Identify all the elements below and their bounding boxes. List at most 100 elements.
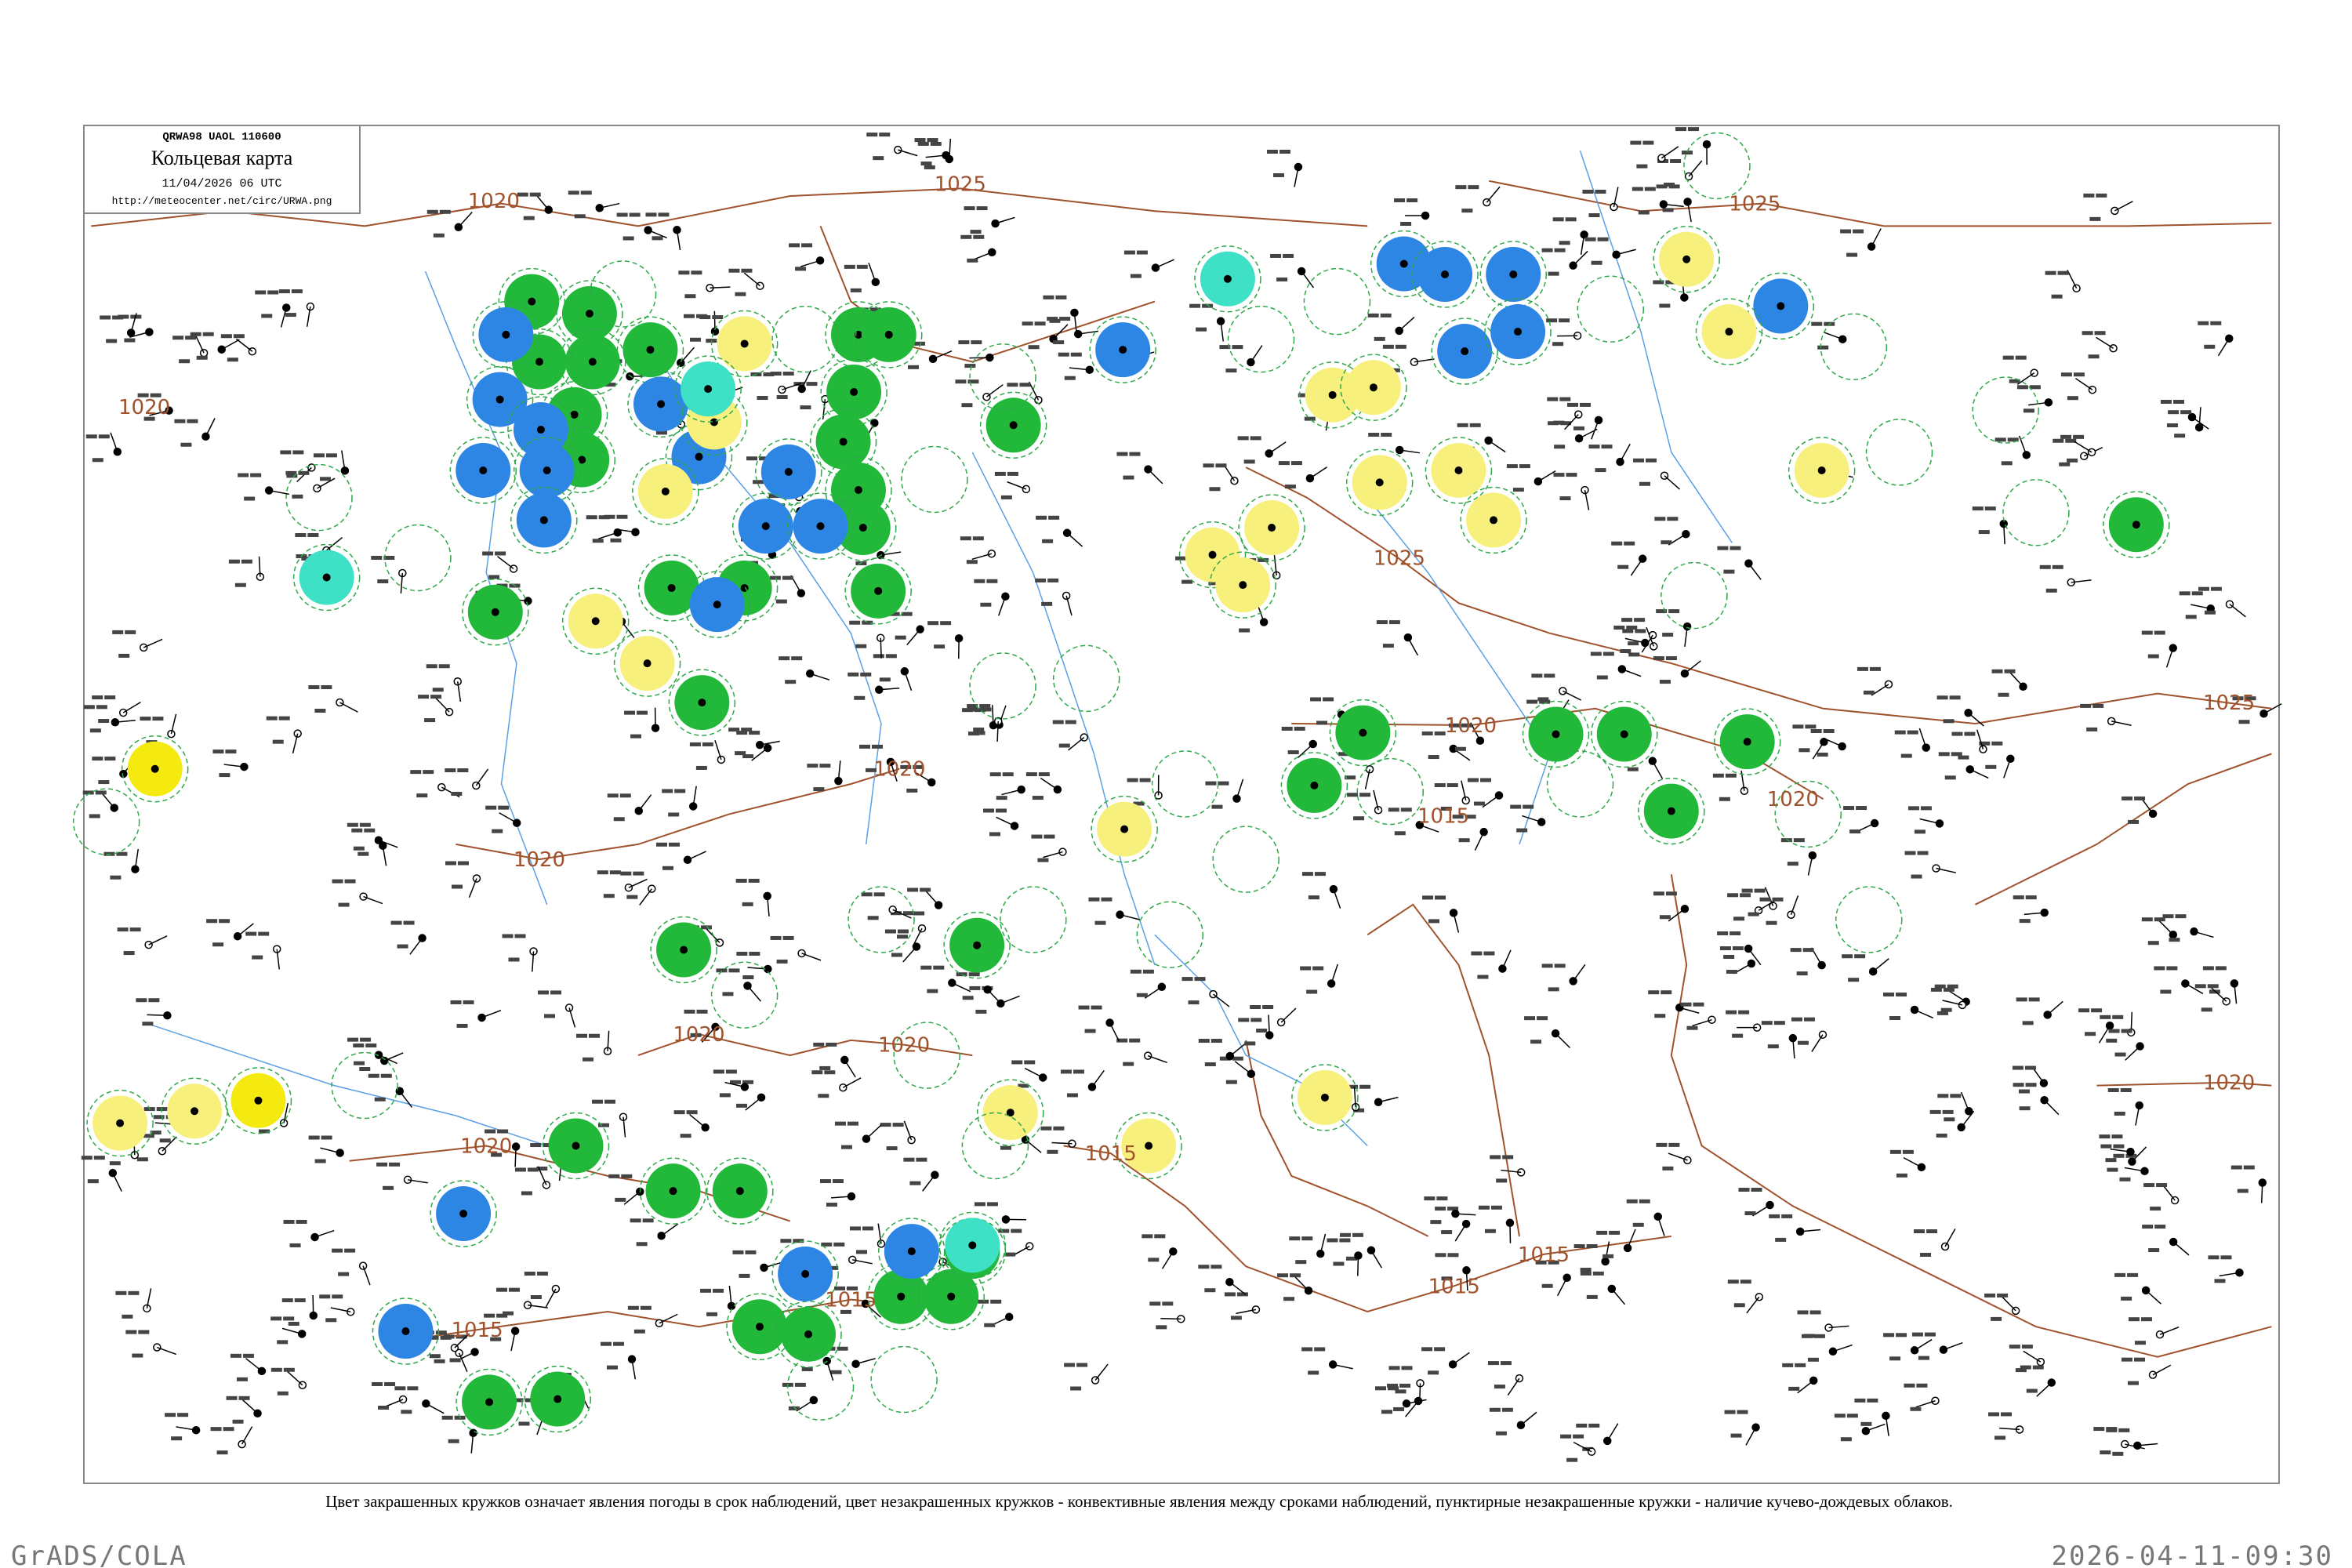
station-figure (449, 1358, 461, 1363)
station-figure (1375, 1386, 1387, 1391)
wind-barb (157, 1346, 176, 1356)
wind-barb (2071, 579, 2092, 583)
station-figure (308, 1135, 320, 1140)
weather-ring (1340, 354, 1407, 421)
station-figure (1289, 1236, 1301, 1241)
station-figure (2118, 1428, 2130, 1432)
station-figure (1792, 724, 1804, 729)
station-figure (980, 707, 992, 712)
station-figure (610, 538, 622, 543)
wind-barb (1294, 166, 1299, 187)
station-figure (1595, 189, 1606, 194)
station-figure (2018, 1089, 2030, 1094)
station-figure (1053, 1126, 1065, 1131)
station-figure (633, 1329, 645, 1334)
wind-barb (1120, 913, 1140, 920)
station-figure (1049, 318, 1061, 323)
station-figure (283, 1316, 295, 1321)
convective-ring (1577, 275, 1645, 343)
station (401, 1327, 410, 1336)
station-figure (1000, 495, 1012, 499)
station-figure (1964, 731, 1976, 736)
station-figure (278, 716, 290, 720)
station-figure (1624, 541, 1635, 546)
station-figure (291, 289, 303, 294)
station-figure (377, 579, 389, 583)
wind-barb (535, 194, 550, 211)
station-figure (83, 705, 95, 710)
station-figure (2204, 610, 2216, 615)
station-figure (1306, 989, 1318, 994)
station-figure (2001, 461, 2013, 466)
station-figure (1936, 1133, 1947, 1138)
station-figure (1626, 626, 1638, 630)
wind-barb (481, 1010, 502, 1018)
station-figure (962, 996, 974, 1000)
wind-barb (2114, 201, 2133, 212)
station-figure (2238, 720, 2250, 724)
wind-barb (1915, 1400, 1936, 1408)
station-figure (98, 780, 110, 785)
station (570, 410, 579, 419)
station-figure (668, 812, 680, 817)
station-figure (1399, 1383, 1411, 1388)
station-figure (749, 951, 760, 956)
wind-barb (1453, 913, 1460, 933)
isobar-label: 1025 (1374, 547, 1425, 571)
station-figure (1250, 1018, 1262, 1022)
station-figure (1002, 772, 1014, 777)
wind-barb (2074, 441, 2092, 453)
wind-barb (1073, 312, 1077, 333)
convective-ring (969, 343, 1036, 411)
station-figure (358, 851, 369, 856)
station (947, 1292, 956, 1301)
river (971, 452, 1156, 965)
weather-circles (72, 132, 2170, 1436)
station-figure (1181, 977, 1193, 982)
station-figure (1787, 862, 1798, 866)
station-figure (95, 790, 107, 795)
station-figure (338, 902, 350, 907)
station-figure (2154, 630, 2165, 635)
weather-ring (430, 1180, 497, 1247)
station-figure (524, 1272, 535, 1276)
station-figure (2147, 941, 2159, 946)
wind-barb (2219, 1272, 2240, 1277)
station-figure (782, 372, 794, 376)
station-figure (1304, 416, 1316, 421)
station-figure (1693, 1002, 1704, 1007)
wind-barb (383, 1052, 404, 1062)
station-figure (1620, 649, 1632, 654)
station-figure (1653, 656, 1664, 661)
weather-ring (1484, 298, 1552, 365)
station-figure (1559, 496, 1571, 501)
station-figure (1198, 1039, 1210, 1044)
station-figure (789, 243, 800, 248)
station-figure (232, 1419, 244, 1424)
station-figure (1732, 1033, 1744, 1038)
wind-barb (2165, 648, 2174, 668)
station-figure (2121, 1029, 2132, 1033)
wind-barb (680, 347, 695, 364)
station-figure (2169, 938, 2180, 942)
station-figure (2142, 1225, 2154, 1229)
station-figure (960, 234, 972, 239)
station-figure (266, 716, 278, 720)
station-figure (1287, 750, 1299, 755)
wind-barb (1832, 1344, 1853, 1352)
station-figure (1907, 730, 1918, 735)
station-figure (1455, 185, 1467, 190)
wind-barb (339, 702, 358, 713)
station-figure (1541, 964, 1553, 968)
station-figure (967, 704, 978, 709)
station-figure (1591, 260, 1602, 265)
wind-barb (631, 1359, 637, 1380)
station-figure (1541, 1283, 1553, 1288)
station-figure (967, 707, 979, 712)
station-figure (998, 1229, 1010, 1233)
weather-ring (449, 437, 517, 504)
convective-ring (2002, 479, 2070, 546)
convective-ring (1227, 305, 1295, 373)
station-figure (196, 355, 208, 360)
station-figure (267, 290, 279, 295)
